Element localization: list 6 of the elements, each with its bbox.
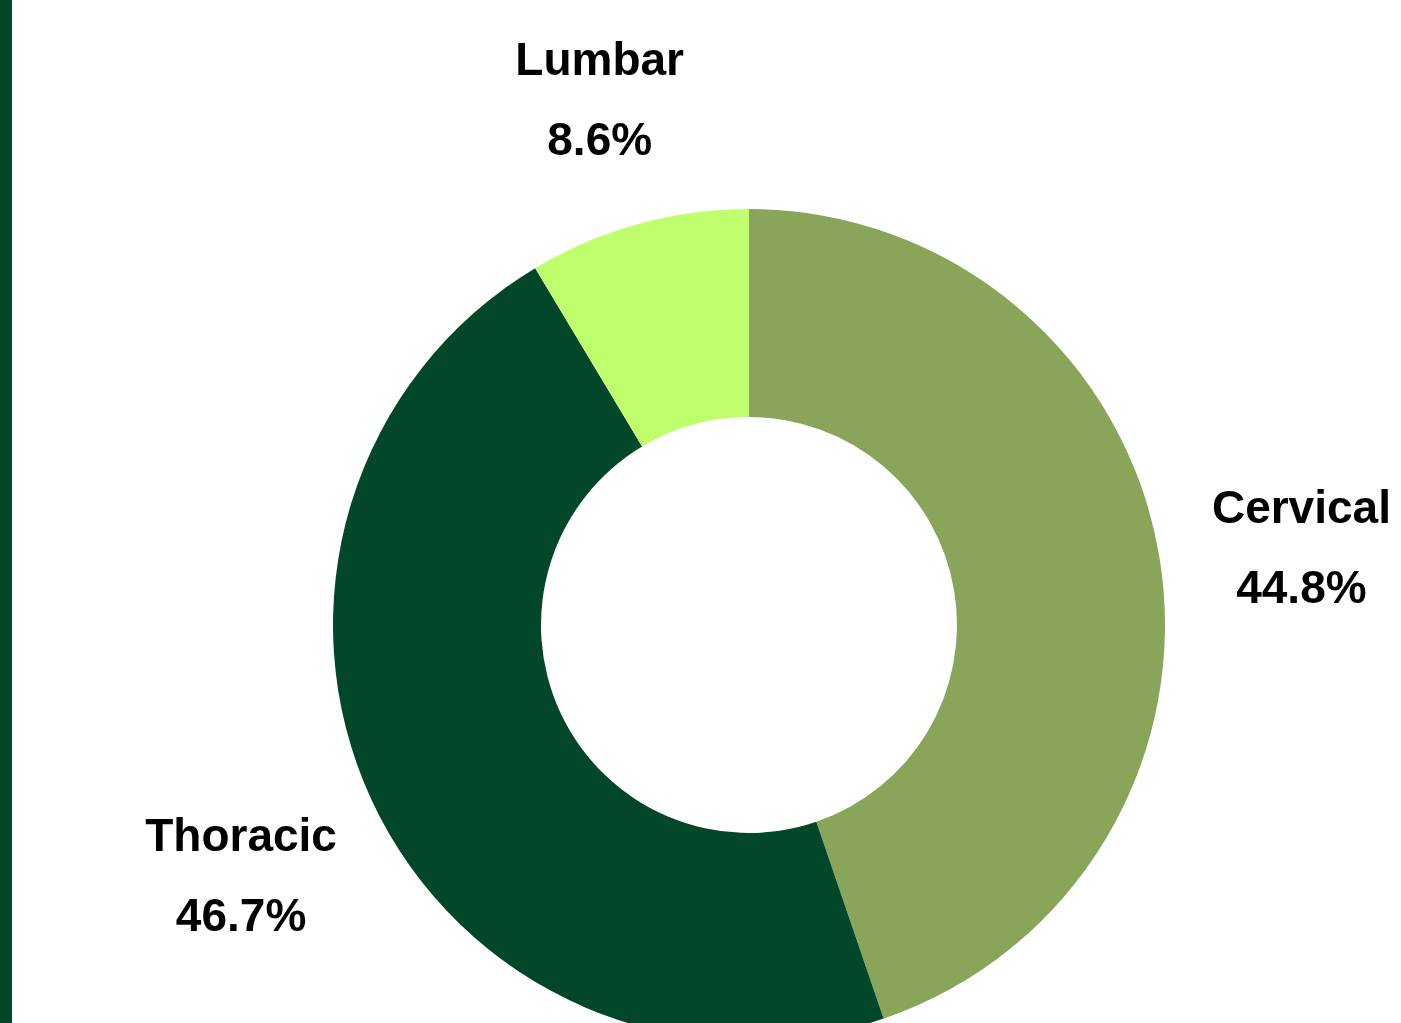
slice-label: Thoracic (145, 808, 337, 861)
data-label: 44.8% (1236, 561, 1367, 614)
data-label: 46.7% (175, 888, 307, 941)
slice-label: Cervical (1211, 481, 1391, 534)
slice-label: Lumbar (515, 33, 685, 86)
data-label: 8.6% (547, 113, 653, 166)
